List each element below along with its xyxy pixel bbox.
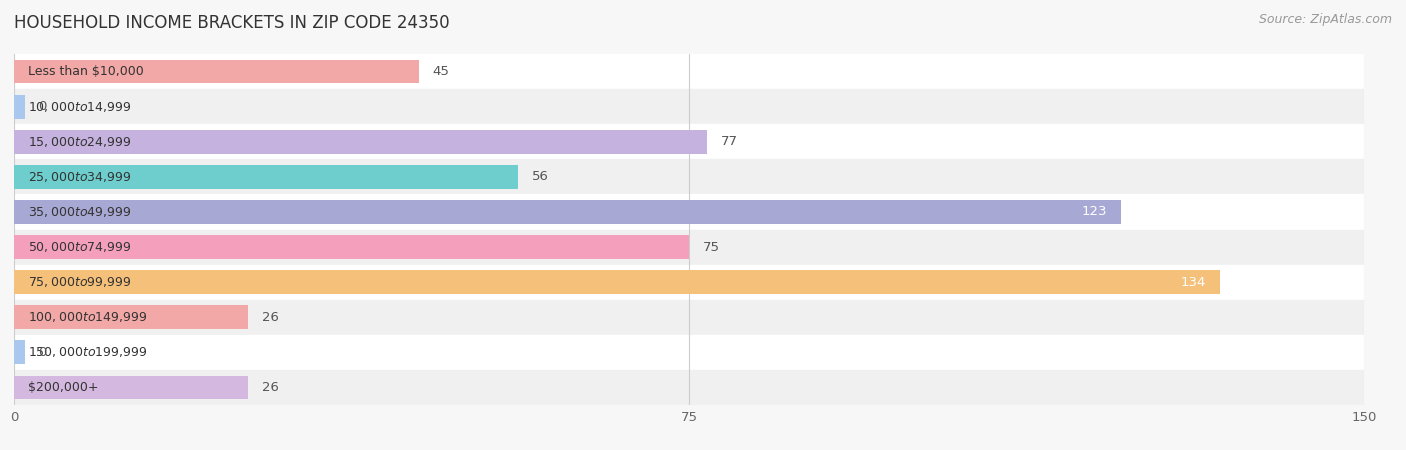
Text: 0: 0 <box>38 346 46 359</box>
Bar <box>14 375 247 400</box>
Text: 45: 45 <box>433 65 450 78</box>
Bar <box>14 305 247 329</box>
Text: $25,000 to $34,999: $25,000 to $34,999 <box>28 170 131 184</box>
Text: $100,000 to $149,999: $100,000 to $149,999 <box>28 310 148 324</box>
Bar <box>14 235 689 259</box>
Text: 75: 75 <box>703 241 720 253</box>
Bar <box>14 200 1121 224</box>
Text: 123: 123 <box>1081 206 1108 218</box>
Text: $10,000 to $14,999: $10,000 to $14,999 <box>28 99 131 114</box>
Text: 26: 26 <box>262 381 278 394</box>
Bar <box>14 94 25 119</box>
Bar <box>14 370 1364 405</box>
Text: $75,000 to $99,999: $75,000 to $99,999 <box>28 275 131 289</box>
Text: $50,000 to $74,999: $50,000 to $74,999 <box>28 240 131 254</box>
Bar <box>14 335 1364 370</box>
Text: $200,000+: $200,000+ <box>28 381 98 394</box>
Bar <box>14 165 517 189</box>
Bar <box>14 159 1364 194</box>
Bar <box>14 130 707 154</box>
Bar <box>14 59 419 84</box>
Text: Source: ZipAtlas.com: Source: ZipAtlas.com <box>1258 14 1392 27</box>
Text: 0: 0 <box>38 100 46 113</box>
Text: Less than $10,000: Less than $10,000 <box>28 65 143 78</box>
Text: $150,000 to $199,999: $150,000 to $199,999 <box>28 345 148 360</box>
Text: $15,000 to $24,999: $15,000 to $24,999 <box>28 135 131 149</box>
Text: $35,000 to $49,999: $35,000 to $49,999 <box>28 205 131 219</box>
Bar <box>14 230 1364 265</box>
Bar <box>14 89 1364 124</box>
Bar <box>14 300 1364 335</box>
Bar <box>14 54 1364 89</box>
Text: 134: 134 <box>1181 276 1206 288</box>
Bar <box>14 124 1364 159</box>
Bar <box>14 340 25 364</box>
Text: HOUSEHOLD INCOME BRACKETS IN ZIP CODE 24350: HOUSEHOLD INCOME BRACKETS IN ZIP CODE 24… <box>14 14 450 32</box>
Bar <box>14 194 1364 230</box>
Text: 56: 56 <box>531 171 548 183</box>
Bar <box>14 270 1220 294</box>
Text: 26: 26 <box>262 311 278 324</box>
Bar <box>14 265 1364 300</box>
Text: 77: 77 <box>720 135 737 148</box>
